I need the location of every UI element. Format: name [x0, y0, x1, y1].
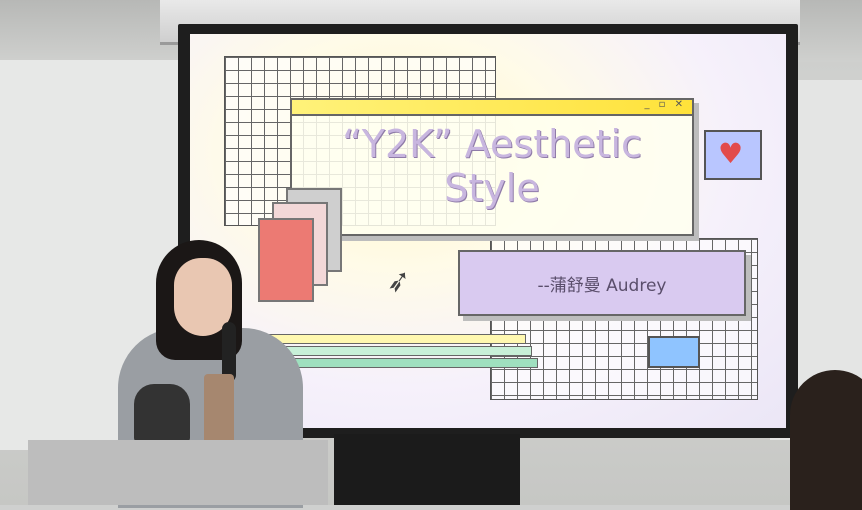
- cursor-icon: ➶: [383, 262, 414, 301]
- author-box: --蒲舒曼 Audrey: [458, 250, 746, 316]
- microphone: [222, 322, 236, 382]
- document-camera: [134, 384, 190, 442]
- window-titlebar: _ ▫ ✕: [292, 99, 692, 116]
- window-controls: _ ▫ ✕: [644, 99, 686, 110]
- lectern: [28, 440, 328, 505]
- presenter-face: [174, 258, 232, 336]
- monitor: [334, 434, 520, 505]
- water-bottle: [204, 374, 234, 444]
- chat-bubble-icon: [648, 336, 700, 368]
- presentation-slide: _ ▫ ✕ “Y2K” Aesthetic Style ➶ ♥ --蒲舒曼 Au…: [190, 34, 786, 428]
- author-name: --蒲舒曼 Audrey: [537, 275, 667, 296]
- slide-title: “Y2K” Aesthetic Style: [292, 116, 692, 210]
- title-line-1: “Y2K” Aesthetic: [342, 122, 642, 166]
- title-window: _ ▫ ✕ “Y2K” Aesthetic Style: [290, 98, 694, 236]
- heart-icon: ♥: [718, 137, 744, 170]
- title-line-2: Style: [444, 166, 540, 210]
- heart-window: ♥: [704, 130, 762, 180]
- audience-head: [790, 370, 862, 510]
- document-icon: [258, 218, 314, 302]
